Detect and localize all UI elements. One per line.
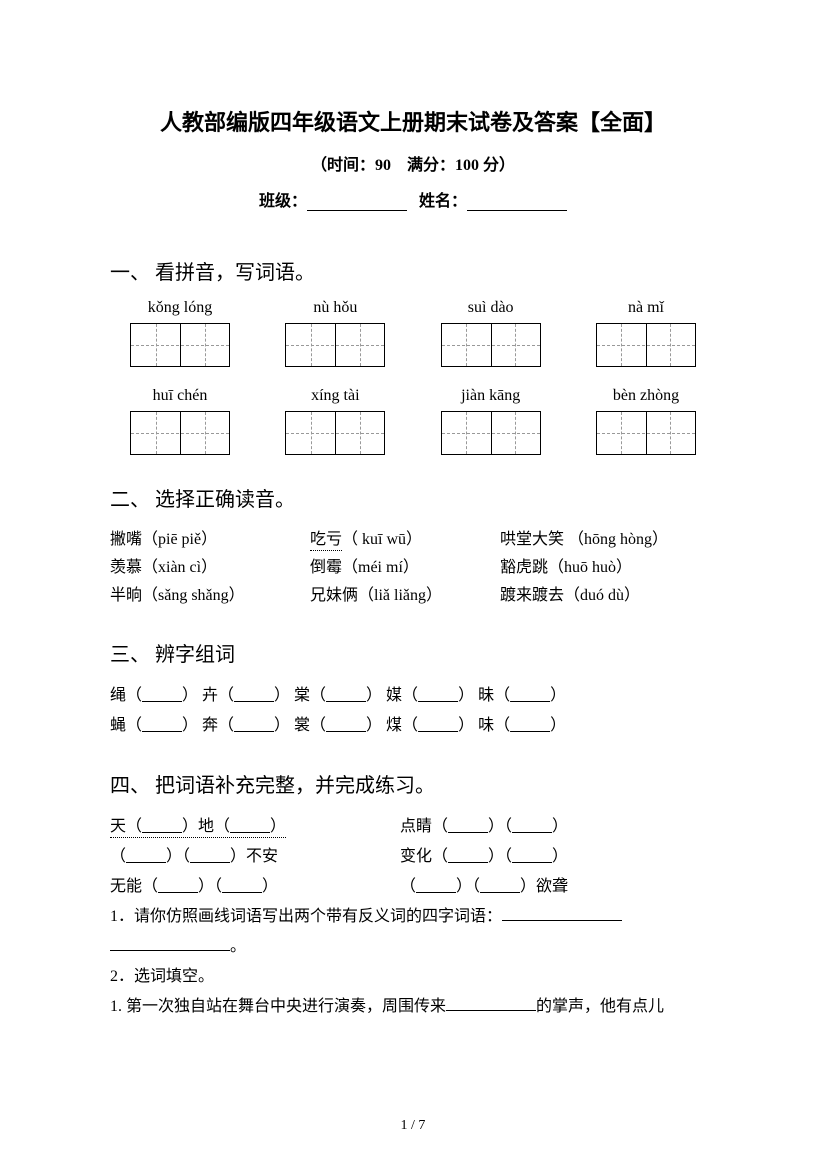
pinyin-item: jiàn kāng (426, 387, 556, 405)
reading-row: 羡慕（xiàn cì） 倒霉（méi mí） 豁虎跳（huō huò） (110, 554, 716, 582)
reading-item: 哄堂大笑 （hōng hòng） (500, 526, 716, 554)
word-row-2: 蝇（ ） 奔（ ） 裳（ ） 煤（ ） 味（ ） (110, 711, 716, 741)
reading-row: 撇嘴（piē piě） 吃亏（ kuī wū） 哄堂大笑 （hōng hòng） (110, 526, 716, 554)
pinyin-item: nà mǐ (581, 299, 711, 317)
char-box[interactable] (596, 323, 696, 367)
question-4-3: 1. 第一次独自站在舞台中央进行演奏，周围传来的掌声，他有点儿 (110, 992, 716, 1022)
char-box[interactable] (441, 323, 541, 367)
char-box[interactable] (441, 411, 541, 455)
pinyin-item: xíng tài (270, 387, 400, 405)
name-blank[interactable] (467, 195, 567, 211)
reading-item: 豁虎跳（huō huò） (500, 554, 716, 582)
name-label: 姓名： (419, 193, 467, 210)
fill-row-1: 天（ ）地（ ） 点睛（ ）（ ） (110, 812, 716, 842)
reading-item: 踱来踱去（duó dù） (500, 582, 716, 610)
section1-title: 一、 看拼音，写词语。 (110, 256, 716, 285)
main-title: 人教部编版四年级语文上册期末试卷及答案【全面】 (110, 105, 716, 137)
fill-row-2: （ ）（ ）不安 变化（ ）（ ） (110, 842, 716, 872)
fill-row-3: 无能（ ）（ ） （ ）（ ）欲聋 (110, 872, 716, 902)
pinyin-item: kǒng lóng (115, 299, 245, 317)
question-4-2: 2．选词填空。 (110, 962, 716, 992)
reading-row: 半晌（sǎng shǎng） 兄妹俩（liǎ liǎng） 踱来踱去（duó d… (110, 582, 716, 610)
pinyin-item: suì dào (426, 299, 556, 317)
reading-item: 撇嘴（piē piě） (110, 526, 310, 554)
page-number: 1 / 7 (0, 1118, 826, 1134)
section3-title: 三、 辨字组词 (110, 638, 716, 667)
question-4-1-cont: 。 (110, 932, 716, 962)
pinyin-item: nù hǒu (270, 299, 400, 317)
reading-item: 吃亏（ kuī wū） (310, 526, 500, 554)
pinyin-row-2: huī chén xíng tài jiàn kāng bèn zhòng (110, 387, 716, 405)
reading-item: 羡慕（xiàn cì） (110, 554, 310, 582)
reading-item: 兄妹俩（liǎ liǎng） (310, 582, 500, 610)
char-box[interactable] (130, 411, 230, 455)
word-row-1: 绳（ ） 卉（ ） 棠（ ） 媒（ ） 昧（ ） (110, 681, 716, 711)
pinyin-item: bèn zhòng (581, 387, 711, 405)
section2-title: 二、 选择正确读音。 (110, 483, 716, 512)
char-box[interactable] (130, 323, 230, 367)
class-label: 班级： (259, 193, 307, 210)
time-score: （时间：90 满分：100 分） (110, 151, 716, 175)
class-blank[interactable] (307, 195, 407, 211)
reading-item: 倒霉（méi mí） (310, 554, 500, 582)
class-name-row: 班级： 姓名： (110, 187, 716, 211)
question-4-1: 1．请你仿照画线词语写出两个带有反义词的四字词语： (110, 902, 716, 932)
section4-title: 四、 把词语补充完整，并完成练习。 (110, 769, 716, 798)
pinyin-row-1: kǒng lóng nù hǒu suì dào nà mǐ (110, 299, 716, 317)
pinyin-item: huī chén (115, 387, 245, 405)
char-box[interactable] (596, 411, 696, 455)
box-row-1 (110, 323, 716, 367)
char-box[interactable] (285, 411, 385, 455)
char-box[interactable] (285, 323, 385, 367)
reading-item: 半晌（sǎng shǎng） (110, 582, 310, 610)
box-row-2 (110, 411, 716, 455)
